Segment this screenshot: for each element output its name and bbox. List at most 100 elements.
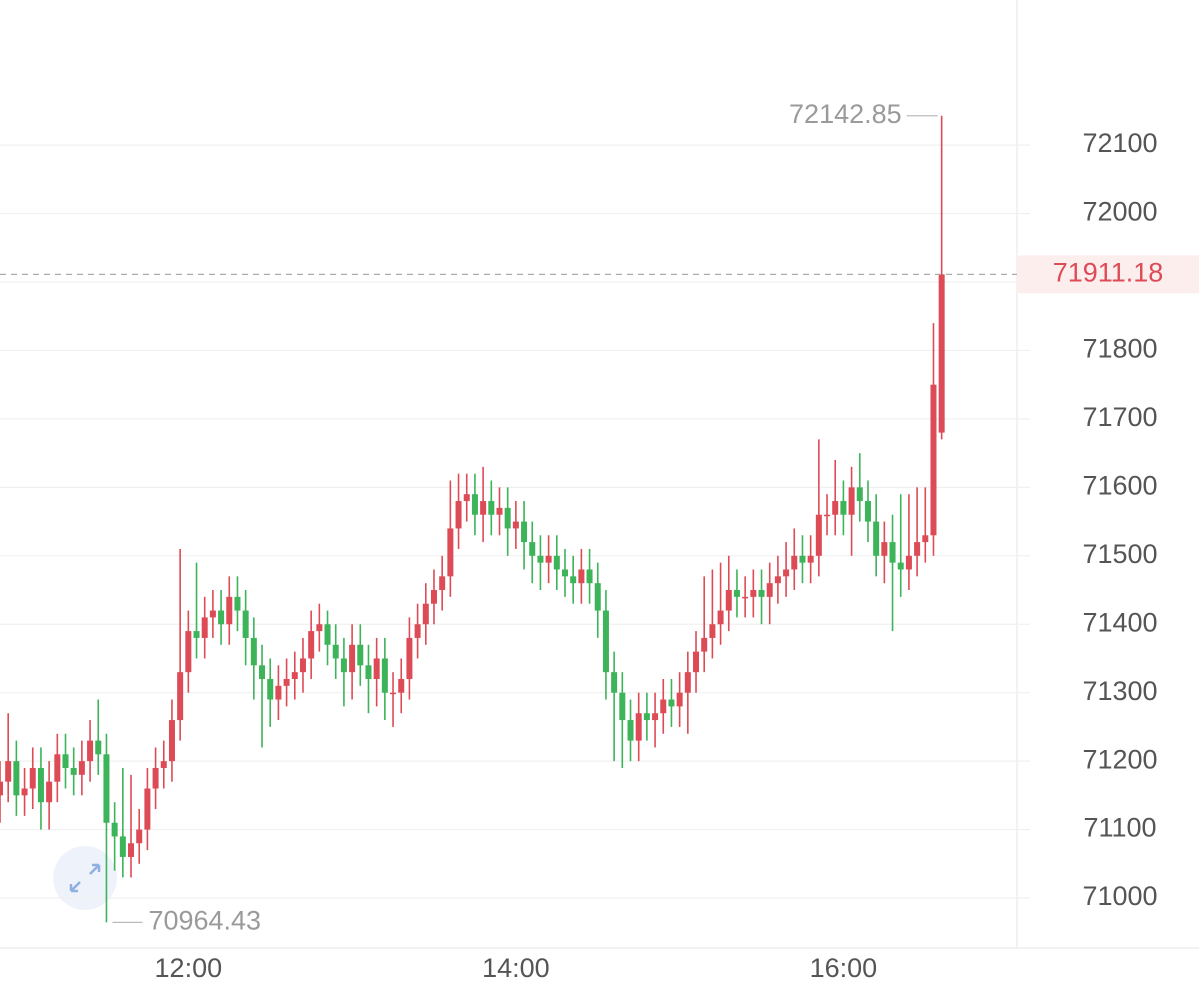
candle-body: [897, 562, 904, 570]
candle-body: [807, 555, 814, 563]
candle-body: [250, 637, 257, 666]
candle-body: [390, 692, 397, 695]
candle-body: [676, 692, 683, 707]
candle-body: [152, 767, 159, 789]
candle-body: [791, 555, 798, 570]
candle-body: [905, 555, 912, 570]
candle-body: [46, 781, 53, 803]
max-label: 72142.85: [789, 99, 902, 129]
candle-body: [70, 767, 77, 775]
candle-body: [594, 583, 601, 611]
candle-body: [299, 658, 306, 673]
candle-body: [742, 596, 749, 599]
candle-body: [766, 583, 773, 597]
candle-body: [471, 494, 478, 515]
candle-body: [652, 713, 659, 721]
candle-body: [553, 555, 560, 570]
x-tick-label: 16:00: [810, 953, 878, 983]
candle-body: [218, 610, 225, 625]
candle-body: [578, 569, 585, 584]
candle-body: [619, 692, 626, 721]
candle-body: [480, 501, 487, 515]
candle-body: [398, 679, 405, 693]
candle-body: [349, 644, 356, 673]
candle-body: [783, 569, 790, 577]
candle-body: [340, 658, 347, 673]
candle-body: [635, 713, 642, 741]
candle-body: [521, 521, 528, 543]
candle-body: [512, 521, 519, 529]
candle-body: [881, 542, 888, 556]
candle-body: [21, 788, 28, 796]
y-tick-label: 72000: [1082, 197, 1157, 227]
current-price-box: [1017, 255, 1199, 294]
candle-body: [242, 610, 249, 638]
y-tick-label: 71300: [1082, 676, 1157, 706]
expand-icon: [69, 863, 101, 893]
current-price-label: 71911.18: [1053, 257, 1164, 287]
candle-body: [832, 501, 839, 515]
x-tick-label: 12:00: [155, 953, 223, 983]
candle-body: [815, 514, 822, 556]
candle-body: [324, 624, 331, 645]
candle-body: [938, 274, 945, 433]
candle-body: [693, 651, 700, 673]
candle-body: [750, 590, 757, 597]
candle-body: [562, 569, 568, 577]
candle-body: [496, 507, 503, 515]
candle-body: [439, 576, 446, 591]
candle-body: [332, 644, 339, 659]
candle-body: [430, 590, 437, 604]
candle-body: [193, 631, 200, 638]
candle-body: [537, 555, 544, 563]
candle-body: [308, 631, 315, 659]
candle-body: [488, 501, 495, 515]
candle-body: [365, 665, 372, 680]
candle-body: [733, 590, 740, 597]
candle-body: [201, 617, 208, 638]
candle-body: [37, 767, 44, 803]
candle-body: [283, 679, 290, 686]
candle-body: [864, 501, 871, 522]
candle-body: [824, 514, 831, 517]
candle-body: [78, 761, 85, 775]
candle-body: [119, 836, 126, 857]
candle-body: [226, 596, 233, 625]
candle-body: [602, 610, 609, 673]
candle-body: [668, 699, 675, 707]
candle-body: [13, 761, 20, 796]
candle-body: [291, 672, 298, 680]
candle-body: [185, 631, 192, 673]
y-tick-label: 71800: [1082, 334, 1157, 364]
candle-body: [406, 637, 413, 680]
min-label: 70964.43: [148, 906, 261, 936]
y-tick-label: 72100: [1082, 128, 1157, 158]
candle-body: [717, 610, 724, 625]
candle-body: [54, 754, 61, 782]
candle-body: [774, 576, 781, 584]
candle-body: [873, 521, 880, 556]
candle-body: [799, 555, 806, 563]
candle-body: [463, 494, 470, 502]
candle-body: [570, 576, 577, 584]
x-tick-label: 14:00: [482, 953, 550, 983]
candle-body: [447, 528, 454, 577]
candle-body: [267, 679, 274, 700]
candle-body: [930, 384, 937, 536]
candle-body: [504, 507, 511, 529]
candle-body: [29, 767, 36, 789]
candle-body: [209, 610, 216, 618]
candle-body: [922, 535, 929, 543]
candle-body: [168, 720, 175, 762]
candle-body: [709, 624, 716, 638]
candle-body: [627, 720, 634, 741]
candle-body: [128, 843, 135, 857]
candle-body: [234, 596, 241, 611]
y-tick-label: 71400: [1082, 607, 1157, 637]
candle-body: [611, 672, 618, 693]
candle-body: [259, 665, 266, 680]
candle-body: [357, 644, 364, 666]
candle-body: [643, 713, 650, 721]
expand-button[interactable]: [53, 846, 117, 910]
